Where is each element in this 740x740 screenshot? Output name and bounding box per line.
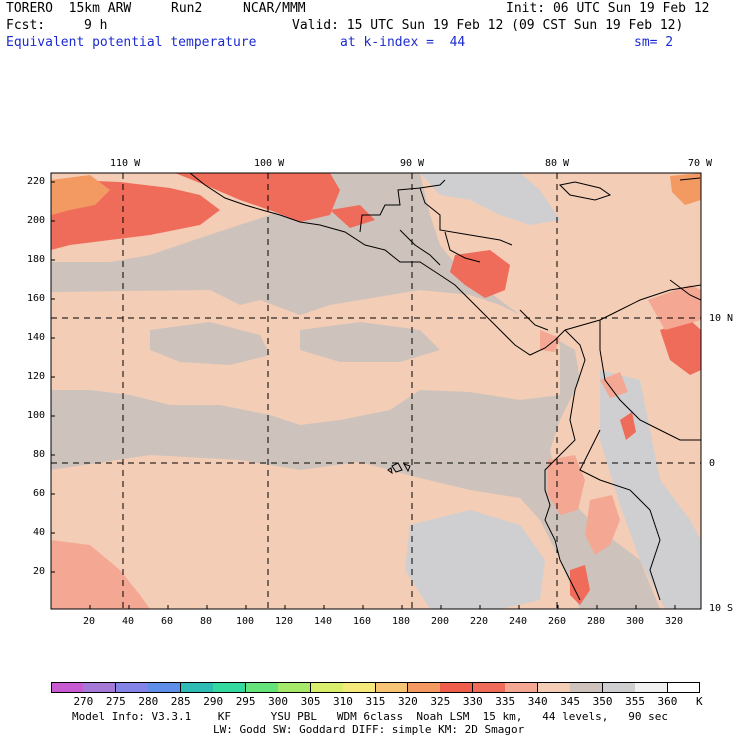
k-index: at k-index = 44: [340, 35, 466, 50]
field-contour-340: [51, 285, 701, 609]
lon-label-90w: 90 W: [400, 158, 425, 169]
x-tick-label: 160: [353, 616, 372, 627]
lon-label-80w: 80 W: [545, 158, 570, 169]
y-tick-label: 220: [27, 176, 46, 187]
y-tick-label: 180: [27, 254, 46, 265]
x-tick-label: 220: [470, 616, 489, 627]
lat-label-10n: 10 N: [709, 313, 734, 324]
colorbar-swatch: [310, 682, 344, 693]
colorbar-label: 330: [462, 695, 483, 708]
lon-label-110w: 110 W: [110, 158, 141, 169]
colorbar-swatch: [213, 682, 247, 693]
coastlines: [189, 173, 701, 601]
y-tick-label: 160: [27, 293, 46, 304]
colorbar-label: 345: [560, 695, 581, 708]
colorbar-label: 355: [625, 695, 645, 708]
colorbar-swatch: [602, 682, 636, 693]
x-tick-label: 240: [509, 616, 528, 627]
colorbar-swatch: [375, 682, 409, 693]
valid-time: Valid: 15 UTC Sun 19 Feb 12 (09 CST Sun …: [292, 18, 684, 33]
colorbar-label: 310: [333, 695, 353, 708]
lat-label-10s: 10 S: [709, 603, 734, 614]
y-tick-label: 80: [33, 449, 46, 460]
fcst-label: Fcst:: [6, 18, 46, 33]
colorbar-label: 295: [235, 695, 256, 708]
lat-label-0: 0: [709, 458, 716, 469]
colorbar-swatch: [537, 682, 571, 693]
field-name: Equivalent potential temperature: [6, 35, 257, 50]
lon-label-70w: 70 W: [688, 158, 713, 169]
run-label: Run2: [171, 1, 203, 16]
y-tick-label: 20: [33, 566, 46, 577]
x-tick-label: 120: [275, 616, 294, 627]
colorbar-label: 280: [138, 695, 159, 708]
x-tick-label: 80: [200, 616, 213, 627]
colorbar-swatch: [505, 682, 539, 693]
y-tick-label: 120: [27, 371, 46, 382]
x-tick-label: 300: [626, 616, 645, 627]
colorbar-label: 300: [268, 695, 289, 708]
init-time: Init: 06 UTC Sun 19 Feb 12: [506, 1, 710, 16]
colorbar-swatch: [245, 682, 279, 693]
smoothing-label: sm= 2: [634, 35, 674, 50]
colorbar-swatch: [472, 682, 506, 693]
y-tick-label: 200: [27, 215, 46, 226]
model-title: TORERO 15km ARW: [6, 1, 132, 16]
colorbar-swatch: [667, 682, 701, 693]
x-tick-label: 100: [236, 616, 255, 627]
x-tick-label: 280: [587, 616, 606, 627]
colorbar-swatch: [440, 682, 474, 693]
x-tick-label: 200: [431, 616, 450, 627]
colorbar-label: 350: [592, 695, 613, 708]
colorbar-swatch: [148, 682, 182, 693]
y-tick-label: 100: [27, 410, 46, 421]
colorbar-swatch: [343, 682, 376, 693]
y-tick-label: 140: [27, 332, 46, 343]
x-tick-label: 40: [122, 616, 135, 627]
colorbar-swatch: [180, 682, 214, 693]
colorbar-swatch: [51, 682, 84, 693]
x-tick-label: 140: [314, 616, 333, 627]
colorbar-label: 315: [365, 695, 386, 708]
colorbar-swatch: [635, 682, 669, 693]
colorbar-swatch: [115, 682, 149, 693]
colorbar-label: 305: [300, 695, 321, 708]
colorbar-unit: K: [696, 695, 703, 708]
x-tick-label: 60: [161, 616, 174, 627]
model-info: Model Info: V3.3.1 KF YSU PBL WDM 6class…: [72, 710, 669, 723]
colorbar-swatch: [278, 682, 312, 693]
map-frame: [50, 172, 702, 610]
colorbar-label: 335: [495, 695, 516, 708]
x-tick-label: 180: [392, 616, 411, 627]
colorbar-label: 340: [527, 695, 548, 708]
field-contour-325: [51, 173, 701, 215]
graticule: [51, 173, 701, 609]
x-tick-label: 20: [83, 616, 96, 627]
colorbar-label: 360: [657, 695, 678, 708]
colorbar-swatch: [570, 682, 604, 693]
colorbar-label: 285: [170, 695, 191, 708]
colorbar-label: 325: [430, 695, 451, 708]
colorbar-label: 270: [73, 695, 94, 708]
lon-label-100w: 100 W: [254, 158, 285, 169]
colorbar-label: 275: [105, 695, 126, 708]
colorbar-swatch: [407, 682, 441, 693]
axis-ticks: [51, 181, 676, 609]
y-tick-label: 40: [33, 527, 46, 538]
colorbar-label: 320: [397, 695, 418, 708]
x-tick-label: 260: [548, 616, 567, 627]
org-label: NCAR/MMM: [243, 1, 306, 16]
physics-info: LW: Godd SW: Goddard DIFF: simple KM: 2D…: [213, 723, 525, 736]
y-tick-label: 60: [33, 488, 46, 499]
colorbar-label: 290: [203, 695, 224, 708]
x-tick-label: 320: [665, 616, 684, 627]
fcst-value: 9 h: [84, 18, 108, 33]
colorbar-swatch: [83, 682, 117, 693]
